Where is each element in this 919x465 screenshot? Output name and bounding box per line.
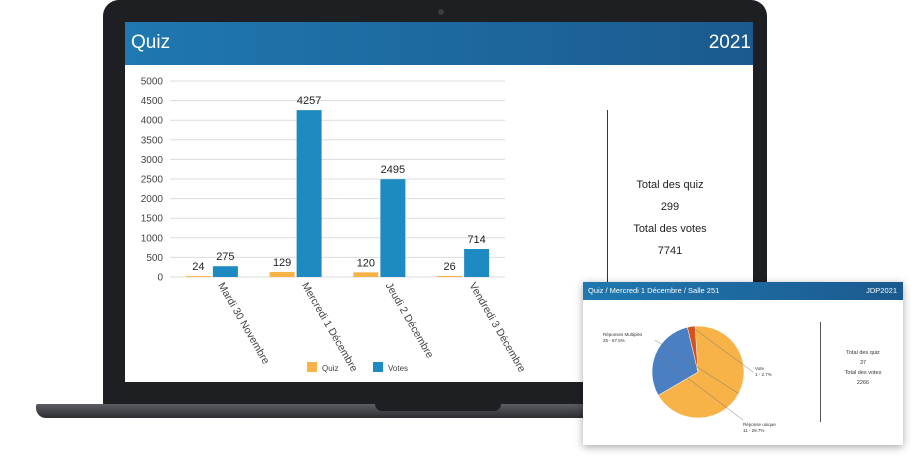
card-header: Quiz / Mercredi 1 Décembre / Salle 251 J…: [583, 282, 903, 300]
session-card: Quiz / Mercredi 1 Décembre / Salle 251 J…: [583, 282, 903, 445]
camera-icon: [438, 9, 444, 15]
legend-label: Quiz: [322, 364, 338, 373]
card-divider: [820, 322, 821, 422]
page-title: Quiz: [131, 32, 171, 53]
totals-divider: [607, 110, 608, 310]
bar-quiz: [437, 275, 463, 277]
laptop-screen: Quiz 2021 0 500 1000 1500 2000 2500 3000 3500 40…: [125, 22, 753, 382]
y-tick-label: 2500: [141, 175, 164, 186]
bar-votes: [464, 249, 490, 277]
y-tick-label: 3000: [141, 155, 164, 166]
data-label: 24: [192, 261, 204, 273]
y-tick-label: 2000: [141, 194, 164, 205]
data-label: 129: [273, 257, 291, 269]
pie-slice: [687, 325, 699, 373]
x-tick-label: Jeudi 2 Décembre: [383, 281, 436, 361]
leader-line: [655, 353, 744, 421]
bar-quiz: [269, 271, 295, 277]
totals-panel: Total des quiz 299 Total des votes 7741: [615, 174, 725, 262]
y-tick-label: 4500: [141, 96, 164, 107]
data-label: 275: [216, 251, 234, 263]
card-year: JDP2021: [866, 286, 897, 295]
card-total-votes-value: 2266: [856, 380, 870, 386]
bar-chart: 0 500 1000 1500 2000 2500 3000 3500 4000 4500 5000…: [141, 77, 528, 375]
y-tick-label: 1500: [141, 214, 164, 225]
x-tick-label: Vendredi 3 Décembre: [467, 281, 528, 375]
card-totals-panel: Total des quiz 37 Total des votes 2266: [828, 348, 898, 388]
total-quiz-label: Total des quiz: [636, 179, 704, 191]
y-tick-label: 500: [146, 253, 163, 264]
total-votes-label: Total des votes: [633, 223, 707, 235]
x-tick-label: Mardi 30 Novembre: [215, 281, 272, 367]
pie-value-label: 1 - 2.7%: [755, 372, 772, 377]
card-total-quiz-value: 37: [859, 360, 867, 366]
x-tick-label: Mercredi 1 Décembre: [299, 281, 360, 375]
pie-label: Réponses Multiples: [603, 332, 643, 337]
screen-header: Quiz 2021: [125, 22, 753, 65]
laptop-notch: [375, 404, 501, 411]
y-tick-label: 3500: [141, 135, 164, 146]
pie-slice: [651, 326, 699, 396]
bar-votes: [380, 179, 406, 277]
bar-votes: [212, 266, 238, 277]
legend-swatch: [373, 362, 383, 372]
legend-label: Votes: [388, 364, 408, 373]
pie-label: Réponse unique: [743, 422, 776, 427]
y-tick-label: 0: [157, 273, 163, 284]
data-label: 2495: [381, 164, 405, 176]
data-label: 4257: [297, 95, 321, 107]
card-total-quiz-label: Total des quiz: [846, 350, 880, 356]
y-tick-label: 4000: [141, 116, 164, 127]
card-total-votes-label: Total des votes: [844, 370, 882, 376]
bar-votes: [296, 110, 322, 277]
total-votes-value: 7741: [657, 245, 683, 257]
bar-quiz: [353, 272, 379, 277]
leader-line: [691, 326, 754, 373]
laptop-base: [36, 404, 602, 418]
bar-quiz: [185, 276, 211, 277]
pie-label: Vote: [755, 366, 765, 371]
legend-swatch: [307, 362, 317, 372]
data-label: 714: [467, 234, 485, 246]
data-label: 120: [357, 257, 375, 269]
y-tick-label: 1000: [141, 233, 164, 244]
pie-value-label: 25 - 67.5%: [603, 338, 625, 343]
leader-line: [654, 339, 739, 394]
data-label: 26: [444, 261, 456, 273]
year-label: 2021: [708, 32, 751, 53]
pie-value-label: 11 - 29.7%: [743, 428, 764, 433]
y-tick-label: 5000: [141, 77, 164, 88]
card-title: Quiz / Mercredi 1 Décembre / Salle 251: [588, 286, 720, 295]
total-quiz-value: 299: [660, 201, 680, 213]
